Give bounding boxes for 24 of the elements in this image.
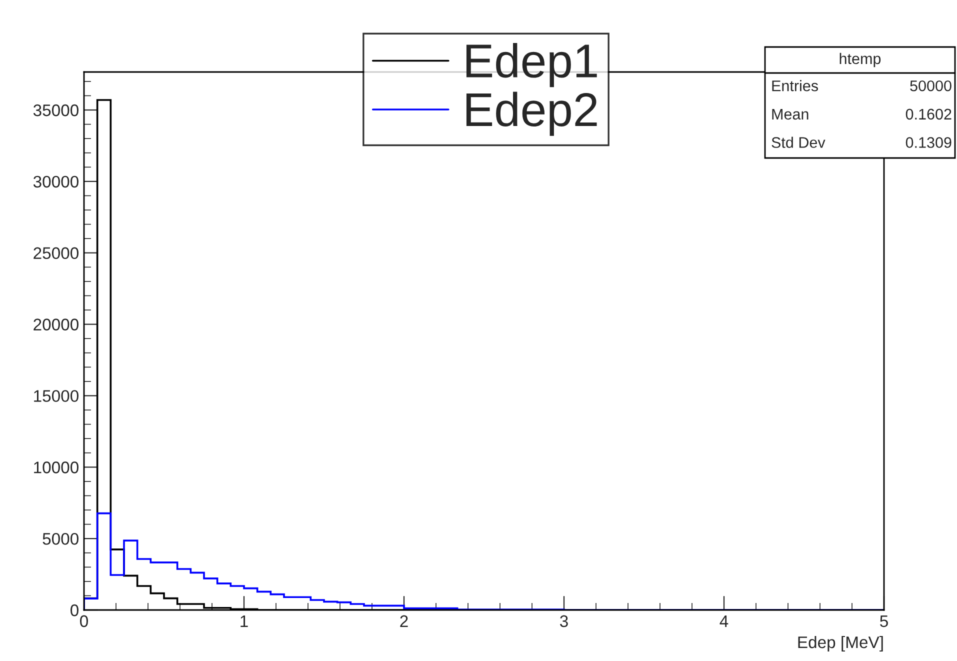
x-tick-label: 5 [880,615,888,628]
x-tick-label: 3 [560,615,568,628]
annotation: Entries [772,80,818,92]
text: htemp [840,52,881,68]
y-tick-label: 25000 [34,247,78,260]
y-tick-label: 0 [70,604,78,616]
annotation: Std Dev [772,136,826,148]
x-tick-label: 4 [720,615,728,627]
x-axis-title: Edep [MeV] [798,636,883,652]
x-tick-label: 1 [240,615,248,627]
text: 0.1309 [906,137,952,148]
legend-label: Edep1 [466,43,597,88]
legend-label: Edep2 [466,92,597,136]
text: 50000 [910,80,952,92]
text: 0.1602 [906,108,952,120]
y-tick-label: 20000 [34,318,78,330]
x-tick-label: 0 [80,615,88,628]
y-tick-label: 10000 [34,462,78,474]
annotation: Mean [772,108,808,120]
y-tick-label: 15000 [34,390,78,402]
y-tick-label: 35000 [33,104,78,116]
y-tick-label: 30000 [33,176,78,188]
x-tick-label: 2 [400,615,408,627]
y-tick-label: 5000 [42,532,78,545]
